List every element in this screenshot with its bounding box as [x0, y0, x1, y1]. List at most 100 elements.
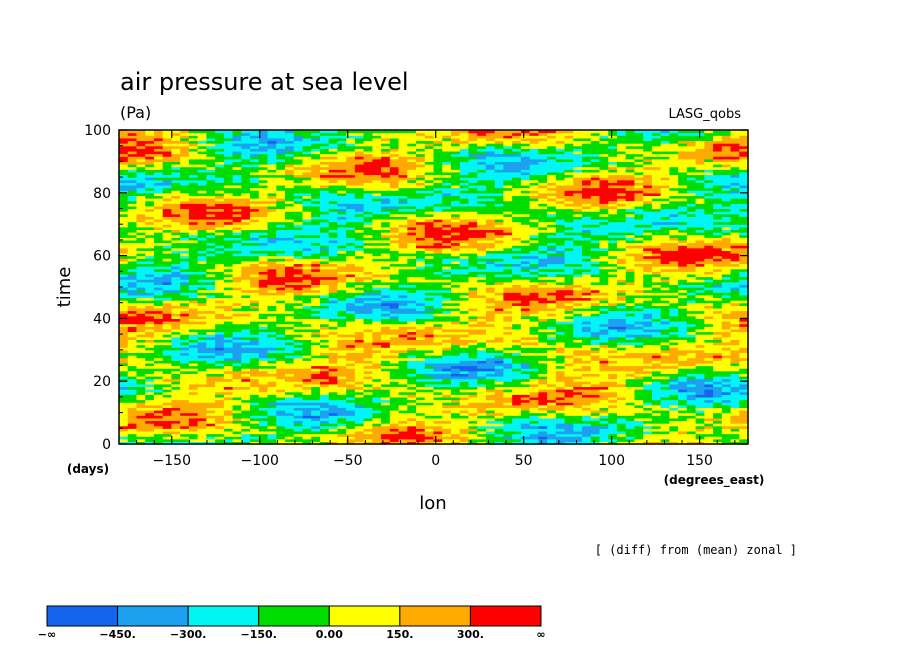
heatmap-cell [721, 328, 732, 333]
heatmap-cell [590, 263, 601, 267]
heatmap-cell [547, 355, 557, 359]
heatmap-cell [739, 321, 749, 325]
heatmap-cell [171, 433, 181, 437]
heatmap-cell [643, 415, 653, 419]
heatmap-cell [608, 302, 618, 306]
heatmap-cell [529, 378, 539, 382]
heatmap-cell [616, 292, 627, 296]
heatmap-cell [276, 260, 286, 265]
heatmap-cell [616, 381, 627, 385]
heatmap-cell [651, 386, 662, 390]
heatmap-cell [494, 441, 504, 445]
heatmap-cell [127, 373, 138, 377]
heatmap-cell [319, 441, 330, 445]
heatmap-cell [206, 334, 216, 338]
heatmap-cell [704, 294, 714, 299]
heatmap-cell [398, 389, 408, 393]
heatmap-cell [171, 284, 181, 288]
heatmap-cell [136, 302, 146, 306]
heatmap-cell [250, 321, 260, 325]
heatmap-cell [520, 271, 531, 275]
heatmap-cell [433, 389, 443, 393]
heatmap-cell [643, 412, 653, 416]
heatmap-cell [477, 284, 487, 288]
heatmap-cell [145, 423, 155, 427]
heatmap-cell [555, 287, 566, 291]
heatmap-cell [267, 415, 277, 419]
heatmap-cell [582, 399, 592, 403]
heatmap-cell [328, 341, 339, 346]
heatmap-cell [319, 381, 330, 385]
heatmap-cell [582, 381, 592, 385]
heatmap-cell [660, 263, 670, 267]
heatmap-cell [372, 375, 382, 380]
heatmap-cell [442, 268, 452, 272]
heatmap-cell [153, 386, 164, 390]
heatmap-cell [730, 318, 740, 322]
heatmap-cell [660, 302, 670, 306]
heatmap-cell [721, 436, 732, 440]
heatmap-cell [354, 305, 365, 309]
heatmap-cell [634, 355, 644, 359]
heatmap-cell [162, 287, 173, 291]
heatmap-cell [599, 339, 609, 343]
heatmap-cell [180, 430, 190, 435]
heatmap-cell [250, 430, 260, 435]
heatmap-cell [643, 266, 653, 270]
heatmap-cell [651, 347, 662, 351]
heatmap-cell [311, 315, 321, 319]
heatmap-cell [503, 323, 513, 327]
heatmap-cell [119, 263, 129, 267]
heatmap-cell [625, 284, 636, 288]
heatmap-cell [250, 433, 260, 437]
heatmap-cell [206, 305, 216, 309]
heatmap-cell [468, 368, 478, 372]
heatmap-cell [328, 373, 339, 377]
heatmap-cell [660, 310, 670, 314]
heatmap-cell [547, 378, 557, 382]
heatmap-cell [634, 331, 644, 335]
heatmap-cell [608, 378, 618, 382]
heatmap-cell [721, 313, 732, 317]
heatmap-cell [372, 276, 382, 280]
heatmap-cell [302, 263, 312, 267]
heatmap-cell [669, 383, 679, 388]
heatmap-cell [127, 336, 138, 340]
heatmap-cell [520, 331, 531, 335]
heatmap-cell [512, 378, 522, 382]
heatmap-cell [136, 375, 146, 380]
heatmap-cell [459, 326, 470, 330]
heatmap-cell [302, 402, 312, 406]
heatmap-cell [127, 365, 138, 369]
heatmap-cell [459, 336, 470, 340]
heatmap-cell [459, 305, 470, 309]
heatmap-cell [328, 326, 339, 330]
heatmap-cell [678, 362, 688, 367]
heatmap-cell [180, 423, 190, 427]
heatmap-cell [389, 430, 400, 435]
heatmap-cell [258, 386, 269, 390]
heatmap-cell [188, 378, 199, 382]
heatmap-cell [538, 336, 548, 340]
heatmap-cell [494, 276, 504, 280]
heatmap-cell [529, 318, 539, 322]
heatmap-cell [494, 396, 504, 401]
heatmap-cell [389, 331, 400, 335]
heatmap-cell [459, 297, 470, 301]
heatmap-cell [119, 266, 129, 270]
heatmap-cell [398, 386, 408, 390]
heatmap-cell [555, 328, 566, 333]
heatmap-cell [704, 281, 714, 285]
heatmap-cell [119, 313, 129, 317]
heatmap-cell [354, 407, 365, 411]
heatmap-cell [538, 436, 548, 440]
heatmap-cell [197, 391, 207, 395]
heatmap-cell [136, 276, 146, 280]
heatmap-cell [573, 331, 583, 335]
heatmap-cell [695, 441, 705, 445]
heatmap-cell [634, 321, 644, 325]
heatmap-cell [704, 420, 714, 424]
heatmap-cell [119, 268, 129, 272]
heatmap-cell [363, 336, 373, 340]
heatmap-cell [713, 436, 723, 440]
